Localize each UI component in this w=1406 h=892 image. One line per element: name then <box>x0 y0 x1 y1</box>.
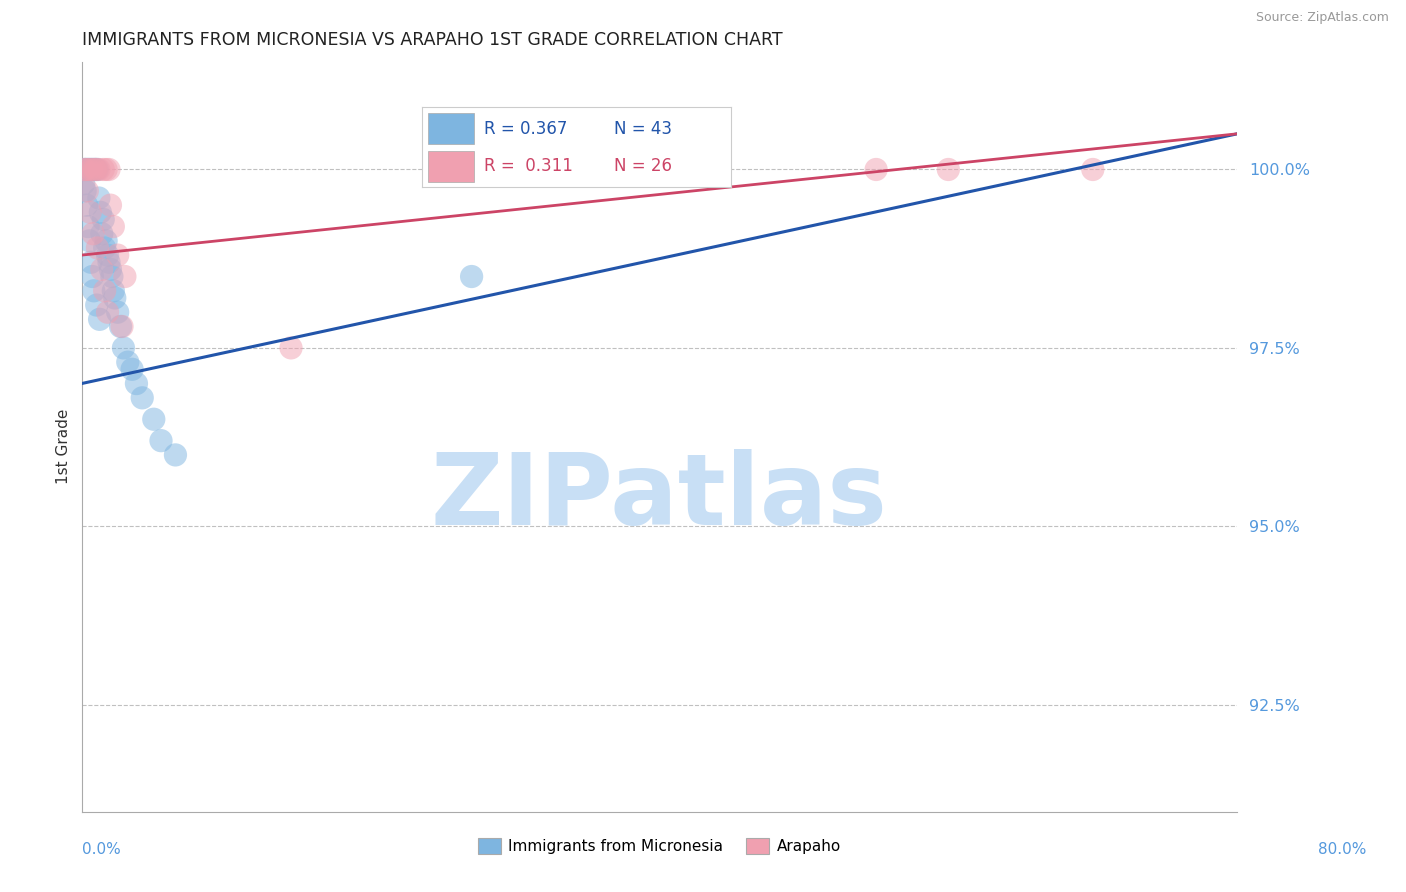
Point <box>89 205 111 219</box>
Point <box>91 162 114 177</box>
Point <box>73 177 96 191</box>
Point <box>80 162 103 177</box>
Point <box>100 262 122 277</box>
Point <box>121 362 143 376</box>
Text: R = 0.367: R = 0.367 <box>484 120 567 137</box>
Point <box>101 269 124 284</box>
Point <box>86 162 108 177</box>
Point <box>79 162 101 177</box>
Point <box>111 319 134 334</box>
Point <box>76 162 98 177</box>
FancyBboxPatch shape <box>427 151 474 182</box>
Point <box>87 191 110 205</box>
Point <box>80 255 103 269</box>
Point <box>90 227 112 241</box>
Text: N = 26: N = 26 <box>613 158 672 176</box>
Point <box>87 162 110 177</box>
Point <box>131 391 153 405</box>
Point <box>104 291 127 305</box>
Point <box>76 198 98 212</box>
Text: 1st Grade: 1st Grade <box>56 409 70 483</box>
Point <box>865 162 887 177</box>
Point <box>280 341 302 355</box>
Point <box>91 212 114 227</box>
Point <box>103 284 125 298</box>
Point <box>73 162 96 177</box>
FancyBboxPatch shape <box>427 113 474 144</box>
Point <box>83 284 105 298</box>
Text: R =  0.311: R = 0.311 <box>484 158 572 176</box>
Point <box>114 269 136 284</box>
Point <box>93 241 115 255</box>
Text: Source: ZipAtlas.com: Source: ZipAtlas.com <box>1256 11 1389 24</box>
Point <box>86 241 108 255</box>
Point <box>100 198 122 212</box>
Point <box>117 355 139 369</box>
Point <box>94 234 117 248</box>
Point <box>125 376 148 391</box>
Text: 80.0%: 80.0% <box>1319 842 1367 856</box>
Point <box>77 219 100 234</box>
Point <box>936 162 959 177</box>
Point <box>103 219 125 234</box>
Legend: Immigrants from Micronesia, Arapaho: Immigrants from Micronesia, Arapaho <box>471 832 848 860</box>
Point <box>165 448 187 462</box>
Point <box>142 412 165 426</box>
Text: N = 43: N = 43 <box>613 120 672 137</box>
Point <box>82 269 104 284</box>
Point <box>73 162 96 177</box>
Point <box>1081 162 1104 177</box>
Point <box>82 227 104 241</box>
Point <box>83 162 105 177</box>
Point <box>90 262 112 277</box>
Point <box>96 305 118 319</box>
Point <box>75 184 97 198</box>
Point <box>98 255 121 269</box>
Text: ZIPatlas: ZIPatlas <box>432 449 887 546</box>
Point <box>77 162 100 177</box>
Point <box>84 162 107 177</box>
Point <box>79 205 101 219</box>
Point <box>75 162 97 177</box>
Text: IMMIGRANTS FROM MICRONESIA VS ARAPAHO 1ST GRADE CORRELATION CHART: IMMIGRANTS FROM MICRONESIA VS ARAPAHO 1S… <box>82 31 782 49</box>
Point <box>75 162 97 177</box>
Text: 0.0%: 0.0% <box>82 842 121 856</box>
Point <box>107 248 129 262</box>
Point <box>82 162 104 177</box>
Point <box>460 269 482 284</box>
Point <box>107 305 129 319</box>
Point <box>98 162 121 177</box>
Point <box>96 248 118 262</box>
Point <box>77 162 100 177</box>
Point <box>76 184 98 198</box>
Point <box>112 341 135 355</box>
Point <box>89 312 111 326</box>
Point <box>80 162 103 177</box>
Point <box>94 162 117 177</box>
Point <box>79 234 101 248</box>
Point <box>93 284 115 298</box>
Point <box>110 319 132 334</box>
Point <box>86 298 108 312</box>
Point <box>84 162 107 177</box>
Point <box>150 434 173 448</box>
Point <box>83 162 105 177</box>
